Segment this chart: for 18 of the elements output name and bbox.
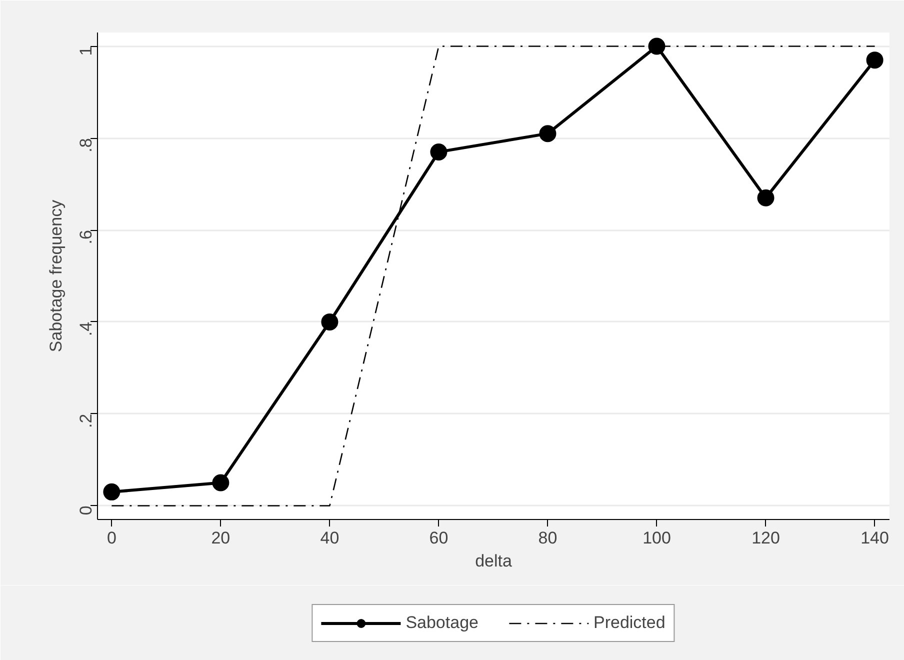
y-tick-label: 0 — [76, 506, 96, 516]
x-tick-label: 140 — [860, 528, 889, 548]
y-tick-label: .2 — [76, 414, 96, 428]
x-tick-label: 0 — [106, 528, 116, 548]
y-tick-label: .6 — [76, 230, 96, 244]
x-axis-title: delta — [475, 552, 512, 570]
x-tick-label: 40 — [320, 528, 340, 548]
x-tick-label: 60 — [429, 528, 448, 548]
x-tick-label: 20 — [211, 528, 230, 548]
x-tick-label: 80 — [538, 528, 558, 548]
y-axis-title: Sabotage frequency — [46, 199, 66, 352]
x-tick-label: 100 — [642, 528, 671, 548]
x-tick-label: 120 — [752, 528, 780, 548]
legend-label: Sabotage — [406, 612, 478, 632]
y-tick-label: 1 — [76, 46, 96, 56]
y-tick-label: .8 — [76, 138, 96, 152]
legend-label: Predicted — [593, 612, 666, 632]
y-tick-label: .4 — [76, 322, 96, 336]
